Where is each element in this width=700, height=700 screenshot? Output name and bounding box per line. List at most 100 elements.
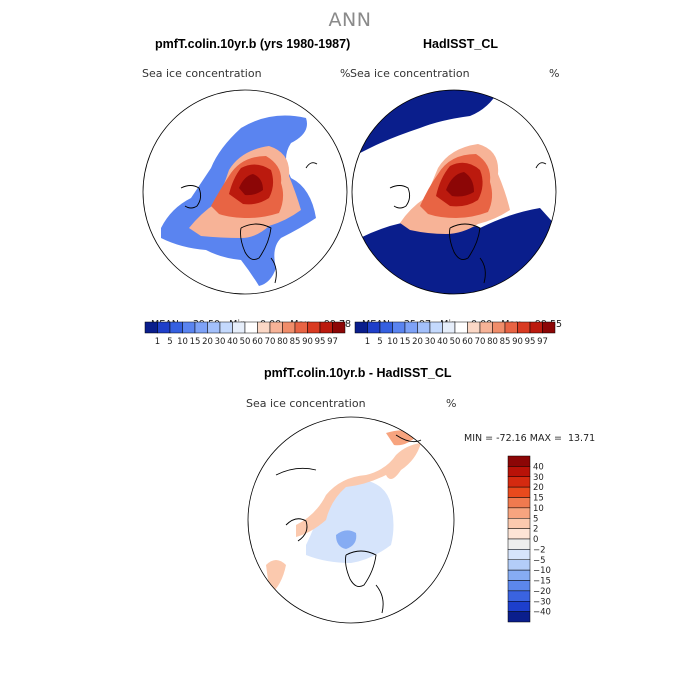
colorbar-tick-label: 80 bbox=[277, 337, 288, 347]
colorbar-tick-label: 40 bbox=[227, 337, 238, 347]
colorbar-tick-label: 15 bbox=[190, 337, 201, 347]
colorbar-tick-label: 5 bbox=[533, 514, 538, 524]
colorbar-swatch bbox=[379, 321, 393, 334]
colorbar-tick-label: 20 bbox=[202, 337, 213, 347]
colorbar-tick-label: 60 bbox=[462, 337, 473, 347]
colorbar-tick-label: 90 bbox=[512, 337, 523, 347]
colorbar-swatch bbox=[507, 486, 531, 498]
page-title: ANN bbox=[328, 9, 372, 31]
colorbar-panel-1: 1 5 10 15 20 30 40 50 60 70 80 85 90 95 97 bbox=[144, 321, 346, 347]
colorbar-tick-label: 30 bbox=[425, 337, 436, 347]
colorbar-tick-label: 30 bbox=[533, 473, 544, 483]
colorbar-tick-label: 80 bbox=[487, 337, 498, 347]
colorbar-swatch bbox=[507, 497, 531, 509]
panel-2-units: % bbox=[549, 67, 560, 80]
colorbar-tick-label: 97 bbox=[327, 337, 338, 347]
colorbar-tick-label: 10 bbox=[387, 337, 398, 347]
colorbar-swatch bbox=[282, 321, 296, 334]
colorbar-swatch bbox=[219, 321, 233, 334]
colorbar-swatch bbox=[507, 569, 531, 581]
colorbar-tick-label: 2 bbox=[533, 525, 538, 535]
colorbar-swatch bbox=[517, 321, 531, 334]
panel-1-title: pmfT.colin.10yr.b (yrs 1980-1987) bbox=[155, 37, 351, 51]
colorbar-swatch bbox=[194, 321, 208, 334]
colorbar-tick-label: 10 bbox=[177, 337, 188, 347]
colorbar-swatch bbox=[507, 538, 531, 550]
colorbar-swatch bbox=[232, 321, 246, 334]
colorbar-swatch bbox=[454, 321, 468, 334]
colorbar-tick-label: −15 bbox=[533, 577, 551, 587]
colorbar-swatch bbox=[507, 559, 531, 571]
map-panel-3 bbox=[247, 416, 455, 624]
coastline-1d bbox=[305, 162, 318, 169]
colorbar-swatch bbox=[392, 321, 406, 334]
colorbar-panel-2: 1 5 10 15 20 30 40 50 60 70 80 85 90 95 97 bbox=[354, 321, 556, 347]
colorbar-swatch bbox=[507, 518, 531, 529]
colorbar-swatch bbox=[244, 321, 258, 334]
colorbar-tick-label: −30 bbox=[533, 597, 551, 607]
colorbar-swatch bbox=[332, 321, 346, 334]
panel-3-title: pmfT.colin.10yr.b - HadISST_CL bbox=[264, 366, 452, 380]
colorbar-tick-label: 40 bbox=[437, 337, 448, 347]
colorbar-tick-label: 1 bbox=[365, 337, 370, 347]
colorbar-tick-label: 60 bbox=[252, 337, 263, 347]
colorbar-tick-label: −5 bbox=[533, 556, 546, 566]
colorbar-swatch bbox=[507, 590, 531, 602]
colorbar-swatch bbox=[492, 321, 506, 334]
colorbar-swatch bbox=[354, 321, 368, 334]
coastline-1c bbox=[270, 257, 277, 284]
colorbar-swatch bbox=[507, 528, 531, 540]
ice-peak-1 bbox=[239, 174, 263, 196]
ice-peak-2 bbox=[446, 172, 474, 197]
map-panel-1 bbox=[142, 89, 348, 295]
colorbar-tick-label: 85 bbox=[500, 337, 511, 347]
colorbar-tick-label: −40 bbox=[533, 608, 551, 618]
colorbar-swatch bbox=[507, 466, 531, 477]
colorbar-tick-label: 15 bbox=[533, 494, 544, 504]
colorbar-swatch bbox=[157, 321, 171, 334]
colorbar-tick-label: −2 bbox=[533, 545, 546, 555]
colorbar-tick-label: 95 bbox=[525, 337, 536, 347]
colorbar-tick-label: 85 bbox=[290, 337, 301, 347]
colorbar-swatch bbox=[529, 321, 543, 334]
colorbar-swatch bbox=[507, 476, 531, 488]
colorbar-swatch bbox=[294, 321, 308, 334]
panel-2-field-label: Sea ice concentration bbox=[350, 67, 470, 80]
colorbar-swatch bbox=[507, 549, 531, 560]
colorbar-tick-label: 70 bbox=[265, 337, 276, 347]
panel-1-field-label: Sea ice concentration bbox=[142, 67, 262, 80]
colorbar-swatch bbox=[207, 321, 221, 334]
colorbar-tick-label: 15 bbox=[400, 337, 411, 347]
colorbar-swatch bbox=[307, 321, 321, 334]
colorbar-tick-label: 5 bbox=[377, 337, 382, 347]
colorbar-tick-label: 90 bbox=[302, 337, 313, 347]
colorbar-swatch bbox=[417, 321, 431, 334]
map-panel-2 bbox=[351, 89, 557, 295]
colorbar-swatch bbox=[367, 321, 381, 334]
colorbar-tick-label: 95 bbox=[315, 337, 326, 347]
colorbar-tick-label: 20 bbox=[412, 337, 423, 347]
colorbar-swatch bbox=[404, 321, 418, 334]
colorbar-swatch bbox=[542, 321, 556, 334]
colorbar-swatch bbox=[507, 507, 531, 519]
panel-2-title: HadISST_CL bbox=[423, 37, 499, 51]
coastline-2b bbox=[449, 223, 481, 260]
coastline-3e bbox=[395, 434, 422, 443]
colorbar-tick-label: 10 bbox=[533, 504, 544, 514]
panel-3-units: % bbox=[446, 397, 457, 410]
colorbar-swatch bbox=[507, 601, 531, 612]
colorbar-tick-label: 70 bbox=[475, 337, 486, 347]
colorbar-swatch bbox=[507, 580, 531, 592]
colorbar-tick-label: 97 bbox=[537, 337, 548, 347]
colorbar-tick-label: 50 bbox=[450, 337, 461, 347]
colorbar-tick-label: 40 bbox=[533, 462, 544, 472]
colorbar-tick-label: −10 bbox=[533, 566, 551, 576]
coastline-1b bbox=[240, 223, 272, 260]
colorbar-tick-label: 50 bbox=[240, 337, 251, 347]
colorbar-swatch bbox=[144, 321, 158, 334]
panel-3-field-label: Sea ice concentration bbox=[246, 397, 366, 410]
colorbar-tick-label: 1 bbox=[155, 337, 160, 347]
colorbar-swatch bbox=[507, 611, 531, 623]
colorbar-swatch bbox=[442, 321, 456, 334]
